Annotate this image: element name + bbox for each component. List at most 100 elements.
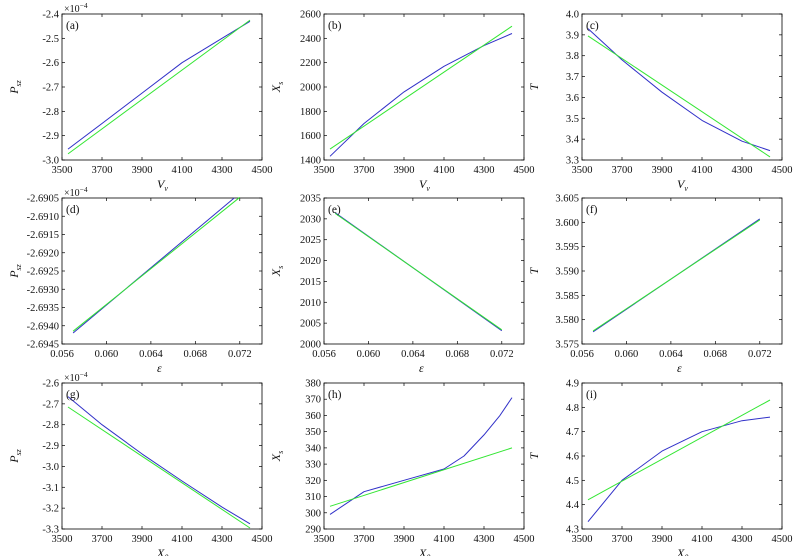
- y-axis-label-main: P: [7, 455, 21, 464]
- y-tick-label: 350: [305, 427, 321, 438]
- chart-panel-f: 0.056 0.060 0.064 0.068 0.072 3.575 3.580 3.585…: [527, 194, 783, 375]
- x-tick-label: 0.064: [659, 349, 683, 360]
- x-tick-label: 4300: [732, 165, 753, 176]
- y-tick-label: 3.5: [566, 114, 579, 125]
- y-axis-label-sub: sz: [14, 263, 23, 270]
- x-tick-label: 3900: [132, 534, 153, 545]
- panel-label: (c): [586, 20, 599, 32]
- y-tick-label: 310: [305, 492, 321, 503]
- y-tick-label: -3.0: [42, 156, 59, 167]
- y-tick-label: 2005: [300, 319, 321, 330]
- chart-panel-a: 3500 3700 3900 4100 4300 4500 -3.0 -2.9 -2.8 -2.7…: [7, 1, 273, 193]
- y-tick-label: -2.6945: [27, 340, 59, 351]
- panel-label: (a): [66, 20, 79, 32]
- chart-panel-d: 0.056 0.060 0.064 0.068 0.072 -2.6945 -2.6940 -…: [7, 185, 263, 375]
- x-tick-label: 3700: [612, 534, 633, 545]
- y-tick-label: -2.6915: [27, 230, 59, 241]
- x-tick-label: 4300: [474, 534, 495, 545]
- x-axis-label-main: X: [156, 546, 165, 556]
- y-tick-label: 3.590: [555, 267, 579, 278]
- y-tick-label: 3.605: [555, 194, 579, 205]
- exponent-base: ×10: [64, 4, 80, 15]
- x-tick-label: 4300: [732, 534, 753, 545]
- x-axis-label-main: V: [419, 177, 428, 191]
- x-tick-label: 3700: [92, 165, 113, 176]
- x-tick-label: 3500: [314, 534, 335, 545]
- y-tick-label: 300: [305, 508, 321, 519]
- y-tick-label: 1600: [300, 131, 321, 142]
- x-tick-label: 0.068: [704, 349, 728, 360]
- y-tick-label: 4.6: [566, 452, 579, 463]
- y-tick-label: 3.9: [566, 30, 579, 41]
- y-tick-label: 2400: [300, 34, 321, 45]
- y-axis-label-main: X: [269, 268, 283, 277]
- y-axis-label: T: [527, 451, 541, 459]
- x-axis-label: X0: [676, 546, 688, 556]
- plot-frame: [581, 382, 783, 530]
- series-line-linear: [592, 219, 761, 332]
- series-line-fit: [67, 20, 251, 150]
- y-tick-label: 3.600: [555, 218, 579, 229]
- x-tick-label: 4100: [692, 165, 713, 176]
- series-line-fit: [587, 416, 771, 523]
- y-axis-label: Psz: [7, 448, 23, 463]
- y-tick-label: -2.9: [42, 131, 59, 142]
- x-axis-label: ε: [677, 361, 682, 375]
- x-tick-label: 3700: [92, 534, 113, 545]
- x-tick-label: 4500: [514, 165, 535, 176]
- x-tick-label: 0.072: [228, 349, 252, 360]
- plot-frame: [61, 382, 263, 530]
- exponent-label: ×10−4: [64, 1, 88, 15]
- y-tick-label: 4.7: [566, 427, 579, 438]
- x-axis-label-main: V: [157, 177, 166, 191]
- series-line-linear: [334, 212, 503, 331]
- x-tick-label: 0.068: [184, 349, 208, 360]
- x-tick-label: 3500: [572, 165, 593, 176]
- chart-panel-b: 3500 3700 3900 4100 4300 4500 1400 1600 1800 2000…: [269, 10, 535, 194]
- x-axis-label-main: ε: [157, 361, 162, 375]
- chart-panel-g: 3500 3700 3900 4100 4300 4500 -3.3 -3.2 -3.1 -3.0…: [7, 370, 273, 556]
- y-tick-label: -2.6905: [27, 194, 59, 205]
- exponent-base: ×10: [64, 188, 80, 199]
- x-tick-label: 4500: [252, 165, 273, 176]
- y-tick-label: 2025: [300, 235, 321, 246]
- y-axis-label: Xs: [269, 266, 285, 277]
- series-line-linear: [72, 196, 241, 332]
- x-tick-label: 0.068: [446, 349, 470, 360]
- x-axis-label-sub: v: [684, 184, 688, 193]
- series-line-linear: [67, 19, 251, 155]
- x-tick-label: 3900: [394, 534, 415, 545]
- y-tick-label: -2.6935: [27, 303, 59, 314]
- x-axis-label-sub: 0: [684, 553, 688, 556]
- y-tick-label: 2600: [300, 10, 321, 21]
- x-tick-label: 0.056: [570, 349, 594, 360]
- chart-panel-h: 3500 3700 3900 4100 4300 45002903003103203303…: [269, 379, 535, 556]
- y-tick-label: 4.8: [566, 403, 579, 414]
- x-tick-label: 4100: [692, 534, 713, 545]
- x-tick-label: 3500: [572, 534, 593, 545]
- y-tick-label: 2035: [300, 194, 321, 205]
- x-axis-label: ε: [419, 361, 424, 375]
- x-tick-label: 3700: [612, 165, 633, 176]
- series-line-fit: [67, 396, 251, 525]
- y-tick-label: 3.7: [566, 72, 579, 83]
- y-tick-label: 3.580: [555, 315, 579, 326]
- x-axis-label-sub: 0: [426, 553, 430, 556]
- y-tick-label: 4.0: [566, 10, 579, 21]
- y-tick-label: -2.6940: [27, 321, 59, 332]
- x-axis-label-main: V: [677, 177, 686, 191]
- y-tick-label: 2010: [300, 298, 321, 309]
- exponent-base: ×10: [64, 373, 80, 384]
- y-tick-label: 3.585: [555, 291, 579, 302]
- x-tick-label: 4500: [772, 534, 793, 545]
- chart-panel-e: 0.056 0.060 0.064 0.068 0.072 2000 2005 2010 201…: [269, 194, 525, 375]
- y-tick-label: 4.9: [566, 379, 579, 390]
- y-tick-label: 1400: [300, 156, 321, 167]
- x-axis-label: Vv: [157, 177, 168, 193]
- y-axis-label-sub: s: [276, 82, 285, 85]
- x-tick-label: 0.060: [615, 349, 639, 360]
- panel-label: (b): [328, 20, 342, 32]
- y-tick-label: -3.0: [42, 462, 59, 473]
- x-axis-label: Vv: [419, 177, 430, 193]
